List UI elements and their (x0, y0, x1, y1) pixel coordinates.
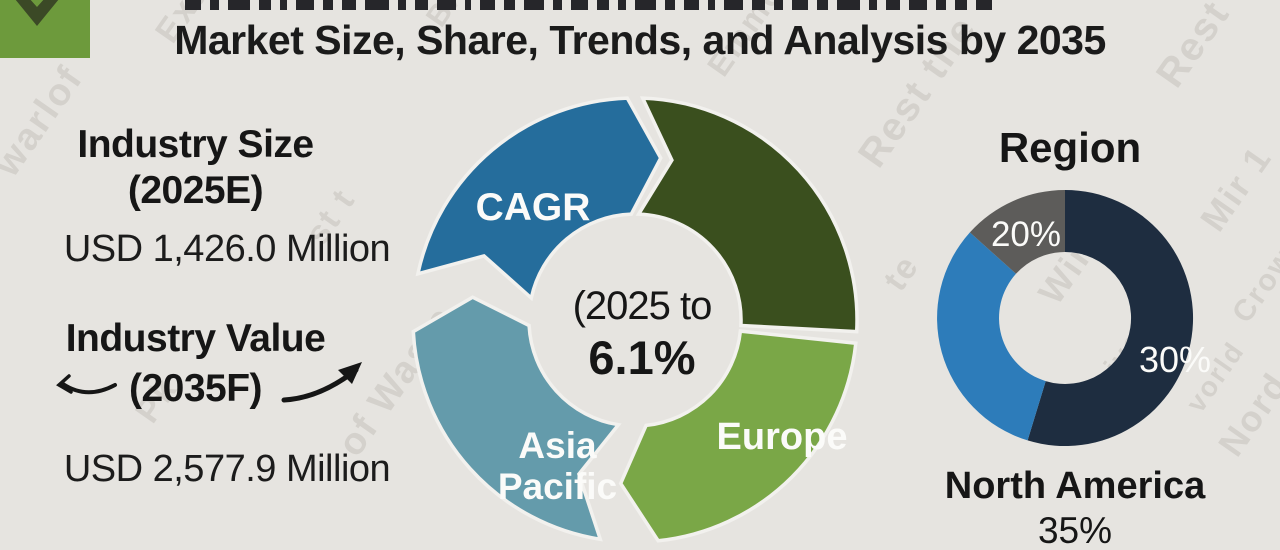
donut-segment (635, 96, 859, 334)
industry-size-label: Industry Size (77, 123, 314, 166)
industry-value-value: USD 2,577.9 Million (63, 448, 391, 490)
region-slice-label-20: 20% (990, 215, 1062, 254)
industry-size-period: (2025E) (127, 169, 264, 212)
region-bottom-label: North America (944, 465, 1206, 507)
curved-arrow-left-icon (56, 374, 117, 395)
donut-segment (937, 232, 1046, 441)
curved-arrow-up-right-icon (281, 362, 362, 403)
donut-segment (415, 96, 663, 302)
region-bottom-value: 35% (1037, 510, 1113, 550)
region-slice-label-30: 30% (1138, 339, 1212, 380)
cagr-segment-label: CAGR (475, 186, 591, 229)
watermark-text: te (876, 247, 927, 298)
region-chart-title: Region (998, 124, 1142, 171)
donut-segment (411, 295, 622, 542)
page-title: Market Size, Share, Trends, and Analysis… (174, 17, 1106, 63)
donut-segment (1027, 189, 1194, 446)
brand-logo-down-chevron-icon (0, 0, 90, 58)
cagr-donut-chart (411, 96, 859, 543)
donut-segment (969, 190, 1065, 274)
cagr-value-text: 6.1% (588, 331, 696, 384)
donut-segment (618, 329, 858, 543)
watermark-text: Mir 1 (1192, 137, 1280, 239)
europe-segment-label: Europe (716, 416, 848, 458)
region-donut-chart (937, 189, 1194, 446)
cagr-period-text: (2025 to (572, 284, 713, 328)
watermark-text: Crow (1226, 242, 1280, 329)
asia-pacific-segment-label: Asia Pacific (497, 425, 618, 507)
industry-value-label: Industry Value (65, 317, 326, 360)
industry-size-block: Industry Size (2025E) (28, 122, 363, 214)
industry-size-value: USD 1,426.0 Million (63, 228, 391, 270)
industry-value-period: (2035F) (128, 367, 263, 410)
cropped-title-line-fragments (185, 0, 1015, 11)
